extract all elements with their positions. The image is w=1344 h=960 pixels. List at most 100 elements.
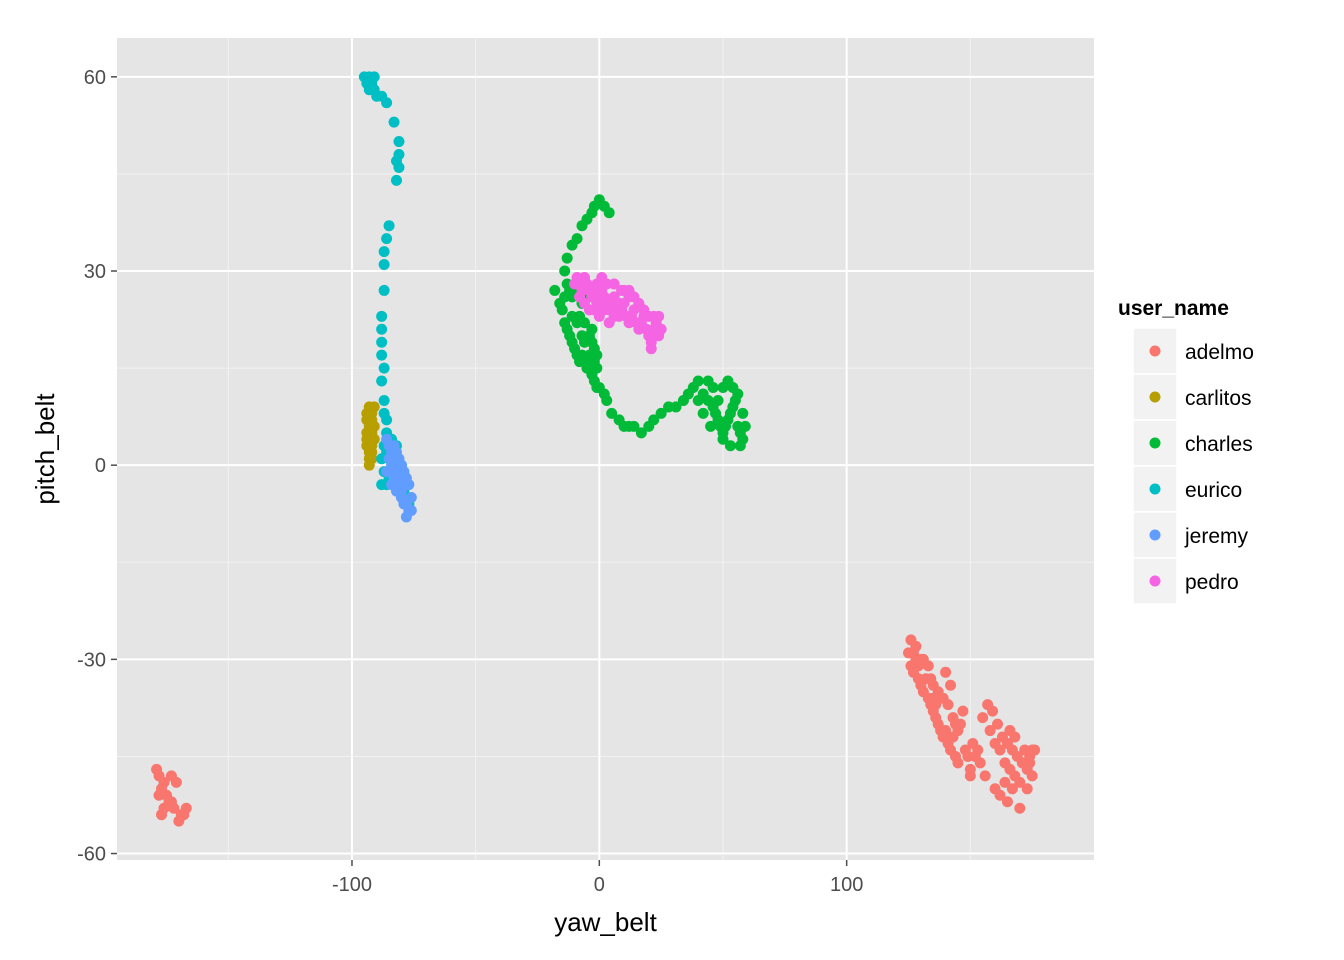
y-tick-label: -60 <box>77 844 106 866</box>
data-point <box>381 414 393 426</box>
data-point <box>378 246 390 258</box>
data-point <box>994 789 1006 801</box>
data-point <box>717 433 729 445</box>
series-jeremy <box>381 433 417 523</box>
data-point <box>994 744 1006 756</box>
data-point <box>393 161 405 173</box>
legend: user_name adelmo carlitos charles eurico jer… <box>1118 297 1254 605</box>
data-point <box>930 699 942 711</box>
legend-item-carlitos: carlitos <box>1132 373 1252 421</box>
data-point <box>724 440 736 452</box>
data-point <box>608 278 620 290</box>
data-point <box>974 757 986 769</box>
data-point <box>383 220 395 232</box>
x-tick-label: -100 <box>332 874 372 896</box>
data-point <box>168 802 180 814</box>
data-point <box>977 712 989 724</box>
data-point <box>368 420 380 432</box>
data-point <box>598 304 610 316</box>
data-point <box>603 207 615 219</box>
data-point <box>576 220 588 232</box>
data-point <box>623 284 635 296</box>
data-point <box>378 394 390 406</box>
legend-swatch <box>1149 391 1161 403</box>
data-point <box>697 407 709 419</box>
data-point <box>952 757 964 769</box>
data-point <box>702 375 714 387</box>
legend-item-adelmo: adelmo <box>1132 327 1254 375</box>
legend-item-eurico: eurico <box>1132 465 1242 513</box>
legend-label: eurico <box>1185 479 1242 502</box>
data-point <box>907 647 919 659</box>
data-point <box>670 401 682 413</box>
data-point <box>361 407 373 419</box>
data-point <box>692 394 704 406</box>
data-point <box>393 136 405 148</box>
data-point <box>180 802 192 814</box>
data-point <box>576 330 588 342</box>
data-point <box>153 789 165 801</box>
data-point <box>381 97 393 109</box>
data-point <box>655 407 667 419</box>
data-point <box>1006 783 1018 795</box>
data-point <box>586 323 598 335</box>
legend-label: carlitos <box>1185 387 1252 410</box>
data-point <box>376 349 388 361</box>
data-point <box>601 394 613 406</box>
data-point <box>559 265 571 277</box>
data-point <box>984 725 996 737</box>
plot-panel <box>117 38 1094 860</box>
data-point <box>368 401 380 413</box>
legend-swatch <box>1149 437 1161 449</box>
data-point <box>1026 770 1038 782</box>
data-point <box>912 660 924 672</box>
data-point <box>1026 744 1038 756</box>
grid-minor <box>117 38 1094 860</box>
data-point <box>737 407 749 419</box>
data-point <box>170 776 182 788</box>
data-point <box>628 420 640 432</box>
data-point <box>381 233 393 245</box>
data-point <box>1009 731 1021 743</box>
data-point <box>383 453 395 465</box>
x-axis-title: yaw_belt <box>554 907 657 937</box>
y-tick-label: -30 <box>77 649 106 671</box>
legend-swatch <box>1149 575 1161 587</box>
data-point <box>1024 757 1036 769</box>
data-point <box>361 433 373 445</box>
legend-label: pedro <box>1185 571 1239 594</box>
data-point <box>583 349 595 361</box>
data-point <box>712 394 724 406</box>
data-point <box>992 718 1004 730</box>
data-point <box>158 802 170 814</box>
data-point <box>566 310 578 322</box>
y-tick-label: 0 <box>95 455 106 477</box>
legend-item-charles: charles <box>1132 419 1253 467</box>
data-point <box>378 284 390 296</box>
data-point <box>734 440 746 452</box>
data-point <box>705 420 717 432</box>
series-charles <box>549 194 751 452</box>
data-point <box>1021 783 1033 795</box>
data-point <box>940 725 952 737</box>
series-pedro <box>569 271 667 355</box>
data-point <box>383 466 395 478</box>
data-point <box>653 310 665 322</box>
legend-label: jeremy <box>1184 525 1249 548</box>
data-point <box>692 375 704 387</box>
x-tick-label: 100 <box>830 874 863 896</box>
series-adelmo <box>151 634 1041 827</box>
data-point <box>648 414 660 426</box>
data-point <box>405 504 417 516</box>
data-point <box>368 71 380 83</box>
data-point <box>949 718 961 730</box>
data-point <box>613 297 625 309</box>
data-point <box>655 323 667 335</box>
data-point <box>739 420 751 432</box>
data-point <box>905 634 917 646</box>
data-point <box>363 459 375 471</box>
data-point <box>378 259 390 271</box>
legend-label: adelmo <box>1185 341 1254 364</box>
data-point <box>940 666 952 678</box>
